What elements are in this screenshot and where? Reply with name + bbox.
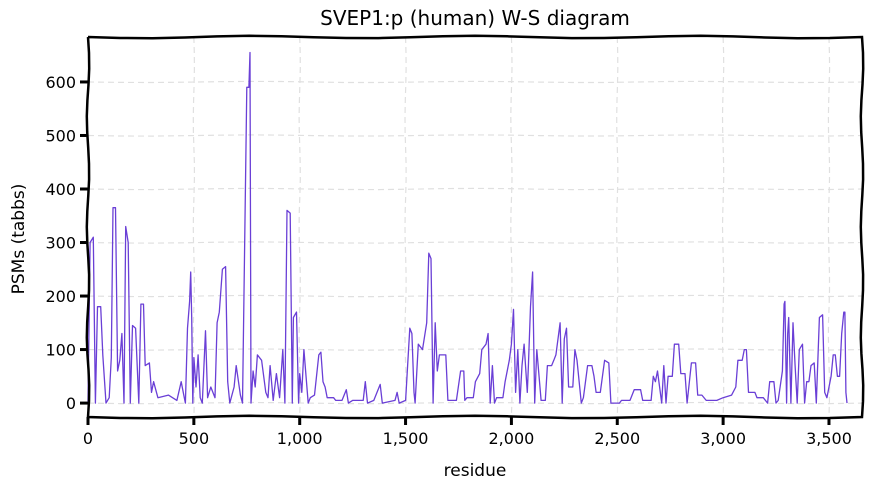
- grid-line-x: [404, 36, 407, 418]
- grid-line-y: [87, 187, 863, 191]
- x-tick-label: 2,500: [594, 429, 640, 448]
- grid: [86, 36, 863, 418]
- y-axis: 0 100 200 300 400 500 600: [45, 73, 88, 413]
- series-line: [87, 51, 848, 404]
- y-tick-label: 100: [45, 341, 76, 360]
- y-tick-label: 500: [45, 126, 76, 145]
- grid-line-y: [87, 348, 863, 351]
- grid-line-y: [87, 241, 863, 244]
- y-tick-label: 200: [45, 287, 76, 306]
- x-tick-label: 1,000: [277, 429, 323, 448]
- x-tick-label: 3,000: [700, 429, 746, 448]
- grid-line-x: [510, 36, 513, 418]
- grid-line-y: [87, 401, 863, 405]
- x-tick-label: 0: [83, 429, 93, 448]
- y-axis-label: PSMs (tabbs): [9, 184, 29, 295]
- grid-line-y: [87, 294, 863, 298]
- x-axis: 0 500 1,000 1,500 2,000 2,500 3,000 3,500: [83, 417, 852, 448]
- grid-line-x: [616, 36, 619, 418]
- x-axis-label: residue: [444, 461, 507, 481]
- grid-line-x: [192, 36, 196, 418]
- y-tick-label: 600: [45, 73, 76, 92]
- x-tick-label: 1,500: [383, 429, 429, 448]
- chart-title: SVEP1:p (human) W-S diagram: [320, 6, 630, 30]
- y-tick-label: 400: [45, 180, 76, 199]
- grid-line-x: [827, 36, 831, 418]
- y-tick-label: 300: [45, 234, 76, 253]
- grid-line-y: [87, 134, 863, 137]
- x-tick-label: 3,500: [806, 429, 852, 448]
- series-psms: [87, 51, 848, 404]
- y-tick-label: 0: [66, 394, 76, 413]
- x-tick-label: 500: [179, 429, 210, 448]
- grid-line-x: [721, 36, 725, 418]
- grid-line-y: [87, 80, 863, 84]
- plot-frame: [85, 34, 865, 420]
- grid-line-x: [298, 36, 301, 418]
- x-tick-label: 2,000: [489, 429, 535, 448]
